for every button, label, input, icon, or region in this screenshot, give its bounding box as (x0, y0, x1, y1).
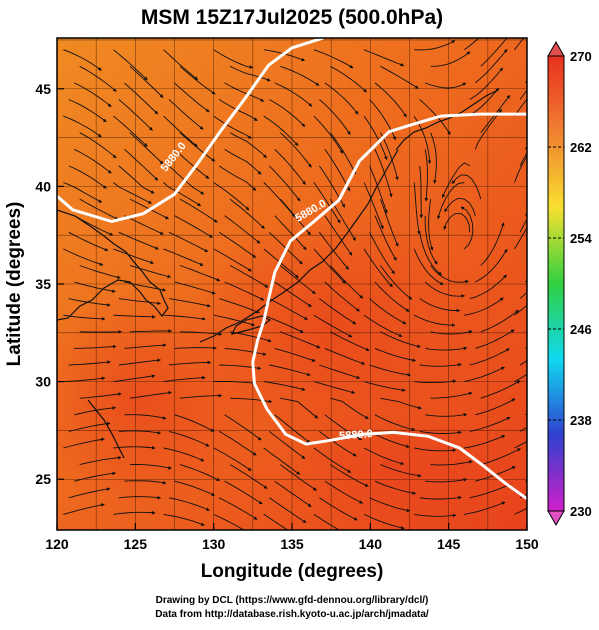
streamline (515, 13, 544, 50)
contour-label: 5880.0 (339, 428, 373, 442)
colorbar: 230 238 246 254 262 270 (548, 42, 592, 525)
y-tick-label: 30 (35, 374, 51, 390)
footer-credit: Drawing by DCL (https://www.gfd-dennou.o… (156, 595, 429, 606)
y-tick-label: 40 (35, 178, 51, 194)
y-tick-label: 25 (35, 471, 51, 487)
x-tick-label: 125 (124, 536, 148, 552)
colorbar-tick-label: 270 (570, 49, 592, 64)
colorbar-tick-label: 254 (570, 231, 592, 246)
x-tick-label: 145 (437, 536, 461, 552)
colorbar-tick-label: 262 (570, 140, 592, 155)
colorbar-tick-label: 238 (570, 413, 592, 428)
y-tick-label: 45 (35, 81, 51, 97)
colorbar-top-arrow (548, 42, 564, 56)
x-tick-label: 150 (515, 536, 539, 552)
colorbar-tick-label: 230 (570, 504, 592, 519)
x-tick-label: 130 (202, 536, 226, 552)
x-tick-label: 140 (359, 536, 383, 552)
chart-title: MSM 15Z17Jul2025 (500.0hPa) (141, 6, 443, 29)
streamline (525, 175, 551, 216)
colorbar-body (548, 56, 564, 511)
x-tick-label: 120 (45, 536, 69, 552)
x-axis-label: Longitude (degrees) (201, 561, 384, 582)
colorbar-bottom-arrow (548, 511, 564, 525)
footer-source: Data from http://database.rish.kyoto-u.a… (155, 609, 429, 620)
y-axis-label: Latitude (degrees) (4, 202, 25, 367)
colorbar-tick-label: 246 (570, 322, 592, 337)
x-tick-label: 135 (280, 536, 304, 552)
y-tick-label: 35 (35, 276, 51, 292)
